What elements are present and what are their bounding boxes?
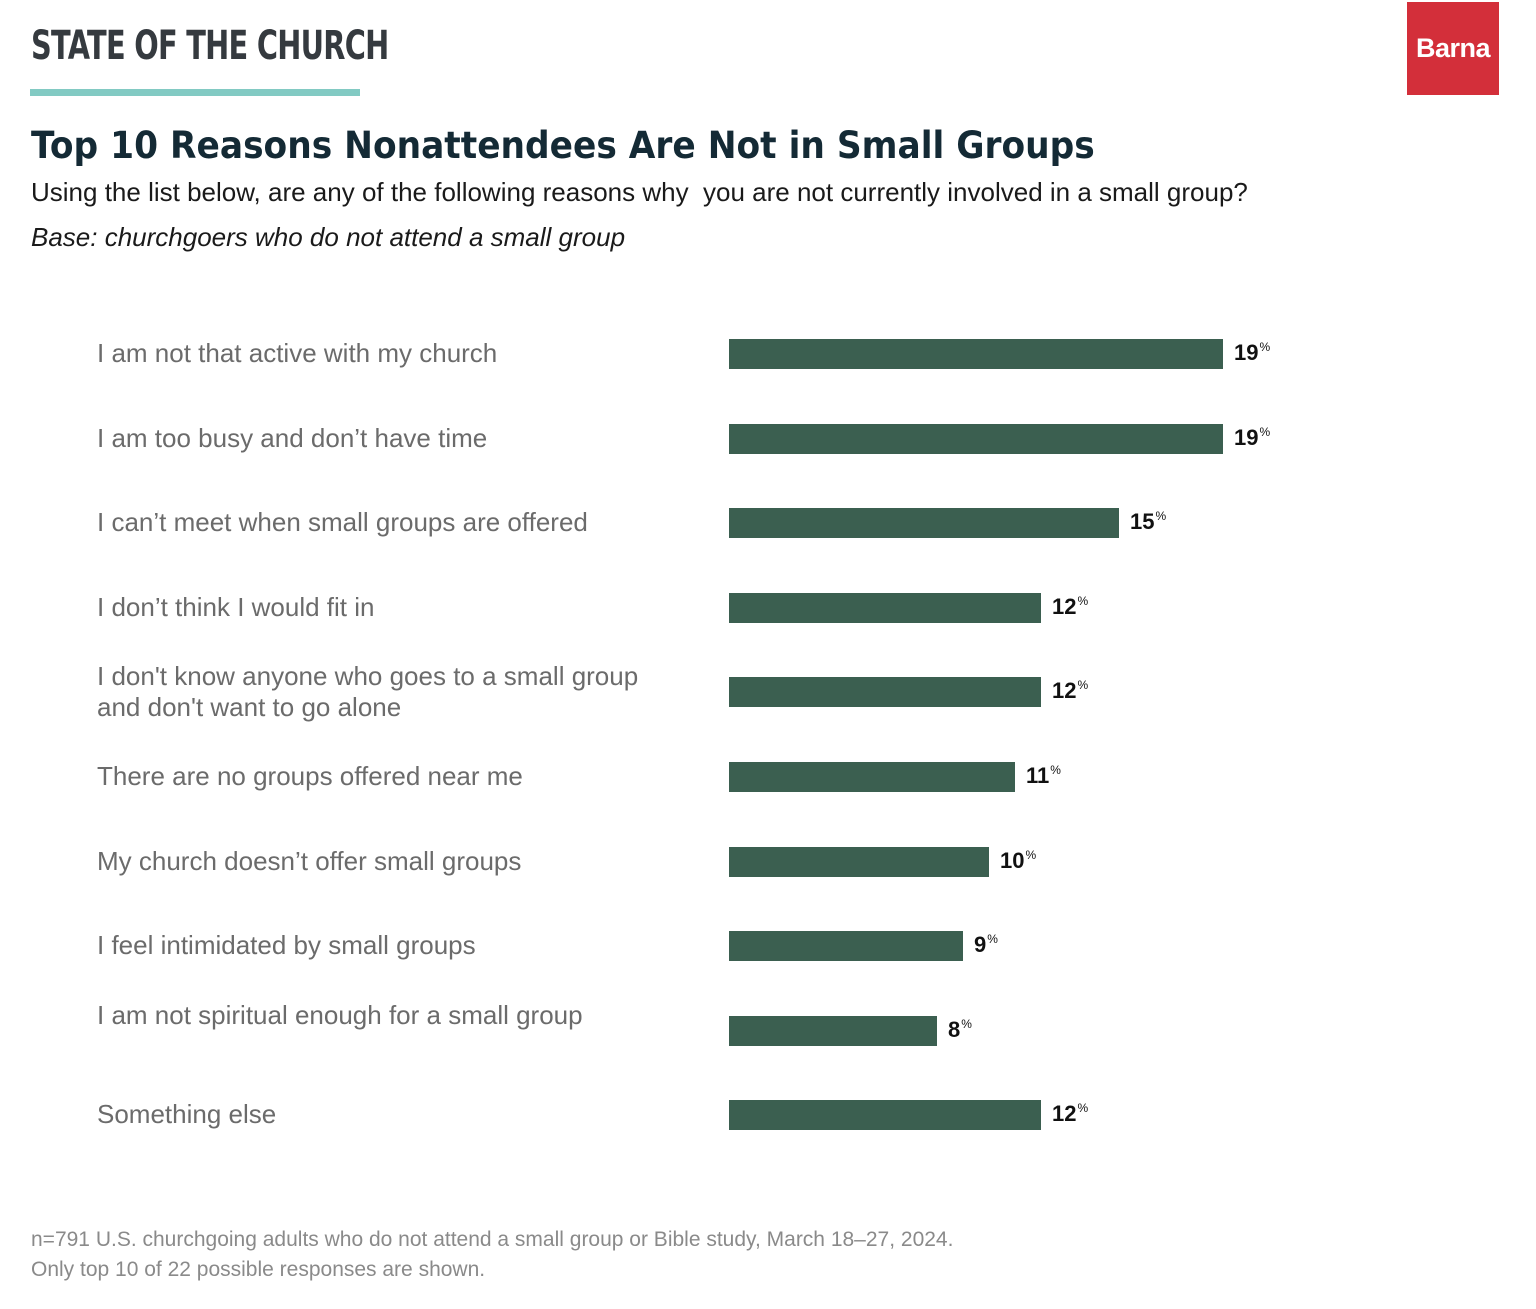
bar: [729, 677, 1041, 708]
data-label-unit: %: [1077, 1101, 1089, 1116]
data-label: 19%: [1234, 425, 1270, 451]
data-label-value: 9: [974, 932, 987, 958]
data-label-unit: %: [1077, 593, 1089, 608]
chart-subtitle: Using the list below, are any of the fol…: [31, 177, 1248, 207]
data-label: 19%: [1234, 340, 1270, 366]
data-label-unit: %: [1077, 678, 1089, 693]
footnote-responses: Only top 10 of 22 possible responses are…: [31, 1258, 486, 1281]
footnote-sample: n=791 U.S. churchgoing adults who do not…: [31, 1228, 954, 1251]
data-label-value: 12: [1052, 593, 1077, 619]
brand-title: STATE OF THE CHURCH: [31, 23, 389, 69]
data-label-unit: %: [1025, 847, 1037, 862]
bar: [729, 846, 989, 877]
chart-title: Top 10 Reasons Nonattendees Are Not in S…: [31, 124, 1095, 167]
category-label: I feel intimidated by small groups: [97, 930, 476, 961]
data-label-value: 19: [1234, 340, 1259, 365]
data-label-value: 11: [1026, 763, 1050, 788]
bar: [729, 339, 1223, 369]
data-label: 12%: [1052, 678, 1088, 704]
data-label-unit: %: [987, 932, 998, 947]
data-label-value: 12: [1052, 678, 1077, 704]
category-label: I am not that active with my church: [97, 338, 498, 368]
data-label-unit: %: [1259, 340, 1271, 354]
bar: [729, 1100, 1041, 1131]
data-label: 12%: [1052, 1101, 1088, 1127]
data-label: 9%: [974, 932, 998, 958]
data-label: 12%: [1052, 594, 1088, 620]
bar: [729, 592, 1041, 623]
bar: [729, 762, 1015, 792]
data-label: 10%: [1000, 848, 1036, 874]
category-label: I am too busy and don’t have time: [97, 422, 488, 453]
data-label: 15%: [1130, 509, 1166, 535]
data-label-value: 8: [948, 1016, 961, 1042]
data-label-unit: %: [961, 1016, 972, 1031]
category-label: I don’t think I would fit in: [97, 591, 375, 622]
data-label-value: 15: [1130, 509, 1155, 535]
data-label-value: 10: [1000, 847, 1025, 873]
category-label: My church doesn’t offer small groups: [97, 845, 522, 876]
brand-underline: [30, 89, 360, 96]
data-label: 11%: [1026, 763, 1061, 789]
chart-base-note: Base: churchgoers who do not attend a sm…: [31, 222, 626, 252]
barna-logo: Barna: [1407, 2, 1499, 95]
category-label: I can’t meet when small groups are offer…: [97, 507, 588, 538]
data-label-value: 12: [1052, 1101, 1077, 1127]
data-label-unit: %: [1050, 763, 1061, 777]
bar: [729, 508, 1119, 539]
data-label-value: 19: [1234, 424, 1259, 450]
data-label-unit: %: [1155, 509, 1167, 524]
category-label: Something else: [97, 1099, 277, 1130]
category-label: I don't know anyone who goes to a small …: [97, 661, 639, 723]
bar: [729, 423, 1223, 454]
bar: [729, 1015, 937, 1046]
category-label: I am not spiritual enough for a small gr…: [97, 999, 583, 1030]
data-label-unit: %: [1259, 424, 1271, 439]
data-label: 8%: [948, 1017, 972, 1043]
category-label: There are no groups offered near me: [97, 761, 523, 791]
bar: [729, 931, 963, 962]
